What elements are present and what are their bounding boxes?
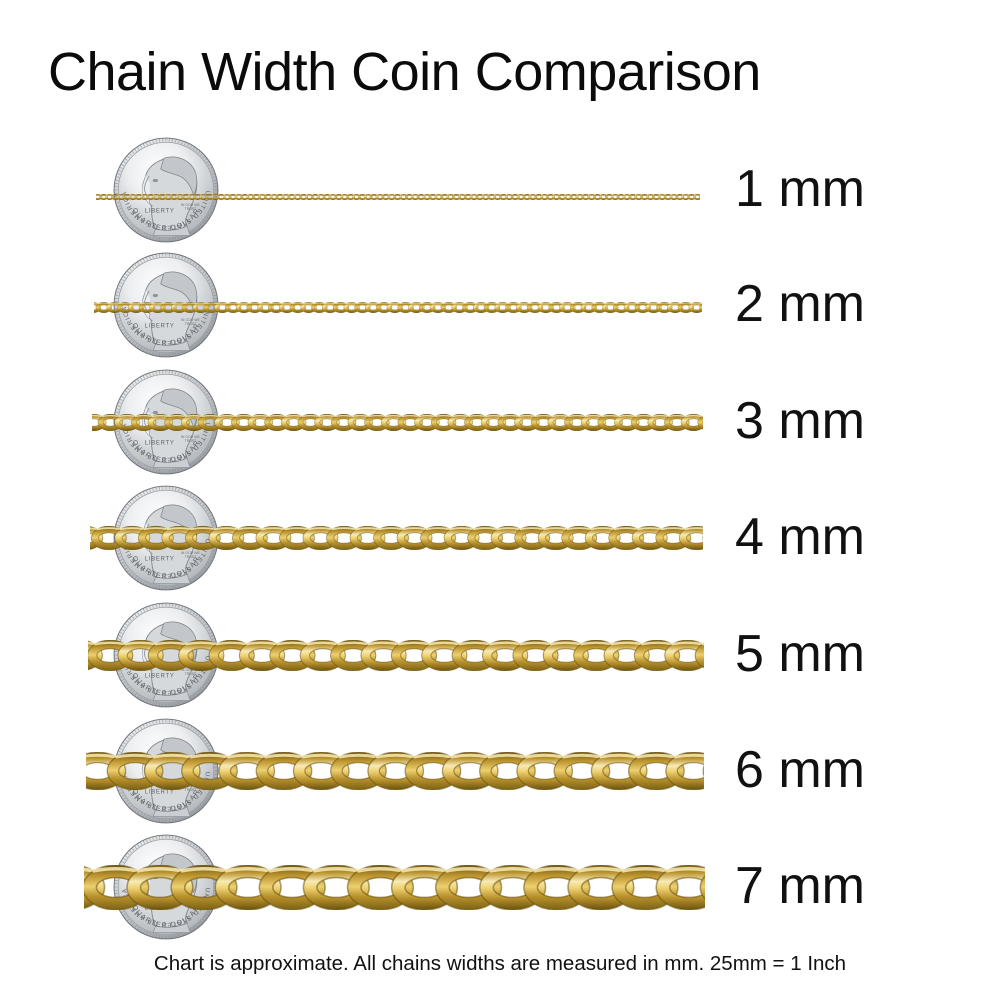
quarter-coin: UNITED STATES OF AMERICA QUARTER DOLLAR LI… [113, 252, 219, 358]
chain-width-label-2mm: 2 mm [735, 275, 865, 333]
svg-text:LIBERTY: LIBERTY [145, 673, 175, 679]
quarter-coin: UNITED STATES OF AMERICA QUARTER DOLLAR LI… [113, 137, 219, 243]
gold-chain-strip [38, 863, 811, 911]
chain-row: UNITED STATES OF AMERICA QUARTER DOLLAR LI… [0, 252, 1000, 368]
chain-row: UNITED STATES OF AMERICA QUARTER DOLLAR LI… [0, 485, 1000, 601]
svg-text:IN GOD WE: IN GOD WE [181, 551, 201, 555]
svg-text:QUARTER DOLLAR: QUARTER DOLLAR [130, 555, 201, 580]
gold-chain-strip [81, 413, 740, 431]
chain-width-label-6mm: 6 mm [735, 741, 865, 799]
chain-width-label-5mm: 5 mm [735, 625, 865, 683]
chain-sample-1mm [93, 187, 714, 200]
svg-text:LIBERTY: LIBERTY [145, 208, 175, 214]
svg-text:IN GOD WE: IN GOD WE [181, 900, 201, 904]
chain-sample-6mm [69, 751, 797, 791]
svg-text:IN GOD WE: IN GOD WE [181, 203, 201, 207]
page-title: Chain Width Coin Comparison [48, 42, 761, 102]
quarter-coin: UNITED STATES OF AMERICA QUARTER DOLLAR LI… [113, 602, 219, 708]
svg-text:LIBERTY: LIBERTY [145, 323, 175, 329]
svg-text:TRUST: TRUST [185, 672, 197, 676]
svg-text:UNITED STATES OF AMERICA: UNITED STATES OF AMERICA [121, 887, 211, 928]
quarter-coin: UNITED STATES OF AMERICA QUARTER DOLLAR LI… [113, 718, 219, 824]
gold-chain-strip [67, 525, 762, 551]
chart-footnote: Chart is approximate. All chains widths … [153, 952, 847, 975]
svg-text:UNITED STATES OF AMERICA: UNITED STATES OF AMERICA [121, 538, 211, 579]
svg-text:QUARTER DOLLAR: QUARTER DOLLAR [130, 904, 201, 929]
chain-sample-5mm [56, 639, 772, 671]
quarter-coin: UNITED STATES OF AMERICA QUARTER DOLLAR LI… [113, 485, 219, 591]
svg-text:QUARTER DOLLAR: QUARTER DOLLAR [130, 788, 201, 813]
svg-text:QUARTER DOLLAR: QUARTER DOLLAR [130, 672, 201, 697]
svg-text:UNITED STATES OF AMERICA: UNITED STATES OF AMERICA [121, 190, 211, 231]
chain-width-label-7mm: 7 mm [735, 857, 865, 915]
svg-text:UNITED STATES OF AMERICA: UNITED STATES OF AMERICA [121, 655, 211, 696]
svg-text:LIBERTY: LIBERTY [145, 905, 175, 911]
svg-text:IN GOD WE: IN GOD WE [181, 435, 201, 439]
svg-text:QUARTER DOLLAR: QUARTER DOLLAR [130, 322, 201, 347]
svg-text:IN GOD WE: IN GOD WE [181, 668, 201, 672]
svg-text:LIBERTY: LIBERTY [145, 440, 175, 446]
svg-text:UNITED STATES OF AMERICA: UNITED STATES OF AMERICA [121, 305, 211, 346]
chain-width-label-3mm: 3 mm [735, 392, 865, 450]
chain-sample-4mm [67, 525, 762, 551]
chain-row: UNITED STATES OF AMERICA QUARTER DOLLAR LI… [0, 369, 1000, 485]
svg-text:TRUST: TRUST [185, 207, 197, 211]
svg-text:QUARTER DOLLAR: QUARTER DOLLAR [130, 207, 201, 232]
svg-text:IN GOD WE: IN GOD WE [181, 318, 201, 322]
chain-row: UNITED STATES OF AMERICA QUARTER DOLLAR LI… [0, 718, 1000, 834]
svg-text:UNITED STATES OF AMERICA: UNITED STATES OF AMERICA [121, 771, 211, 812]
chain-sample-2mm [84, 300, 727, 313]
gold-chain-strip [56, 639, 772, 671]
svg-text:TRUST: TRUST [185, 904, 197, 908]
chain-row: UNITED STATES OF AMERICA QUARTER DOLLAR LI… [0, 137, 1000, 253]
gold-chain-strip [93, 194, 714, 200]
gold-chain-strip [69, 751, 797, 791]
svg-text:TRUST: TRUST [185, 439, 197, 443]
chain-width-label-4mm: 4 mm [735, 508, 865, 566]
svg-text:QUARTER DOLLAR: QUARTER DOLLAR [130, 439, 201, 464]
svg-text:LIBERTY: LIBERTY [145, 556, 175, 562]
svg-text:TRUST: TRUST [185, 555, 197, 559]
quarter-coin: UNITED STATES OF AMERICA QUARTER DOLLAR LI… [113, 834, 219, 940]
chain-width-label-1mm: 1 mm [735, 160, 865, 218]
svg-text:IN GOD WE: IN GOD WE [181, 784, 201, 788]
quarter-coin: UNITED STATES OF AMERICA QUARTER DOLLAR LI… [113, 369, 219, 475]
chain-sample-3mm [81, 413, 740, 431]
svg-text:LIBERTY: LIBERTY [145, 789, 175, 795]
svg-text:TRUST: TRUST [185, 322, 197, 326]
chain-row: UNITED STATES OF AMERICA QUARTER DOLLAR LI… [0, 834, 1000, 950]
svg-text:TRUST: TRUST [185, 788, 197, 792]
chain-row: UNITED STATES OF AMERICA QUARTER DOLLAR LI… [0, 602, 1000, 718]
svg-text:UNITED STATES OF AMERICA: UNITED STATES OF AMERICA [121, 422, 211, 463]
gold-chain-strip [84, 301, 727, 313]
chain-sample-7mm [38, 863, 811, 911]
